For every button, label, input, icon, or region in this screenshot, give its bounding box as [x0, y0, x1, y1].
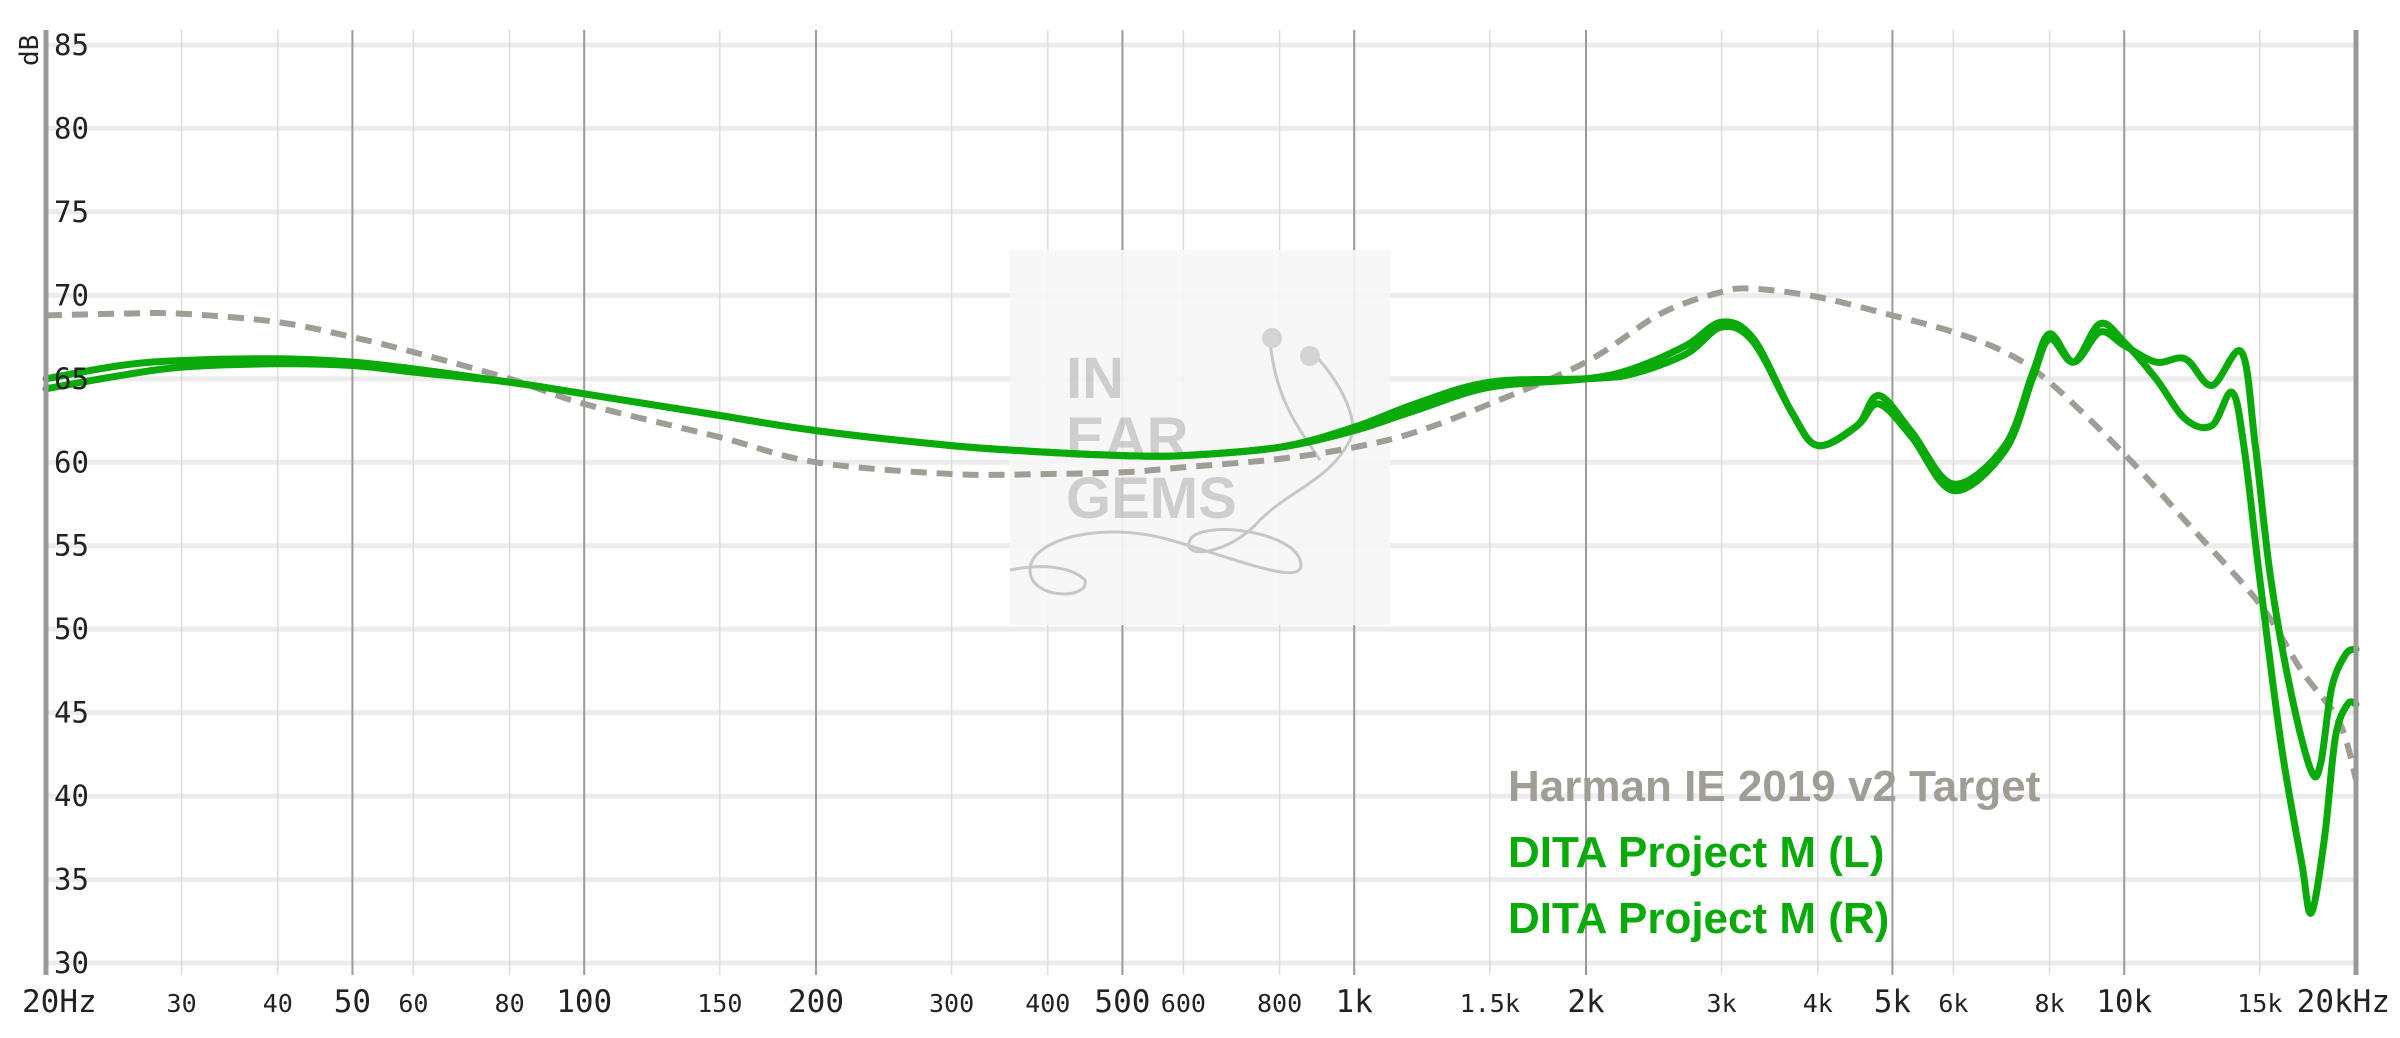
x-tick-label: 300 — [929, 989, 974, 1018]
legend-entry: DITA Project M (R) — [1508, 894, 1889, 943]
x-tick-label: 5k — [1874, 984, 1912, 1020]
x-tick-label: 4k — [1803, 989, 1833, 1018]
legend: Harman IE 2019 v2 Target DITA Project M (… — [1508, 762, 2041, 943]
watermark-earphone-cable — [1009, 339, 1355, 596]
x-tick-label: 1k — [1336, 984, 1374, 1020]
x-tick-label: 600 — [1161, 989, 1206, 1018]
x-tick-label: 1.5k — [1460, 989, 1520, 1018]
x-tick-label: 20kHz — [2297, 984, 2390, 1020]
y-tick-label: 45 — [54, 696, 89, 730]
x-tick-label: 2k — [1567, 984, 1605, 1020]
axes: 30 35 40 45 50 55 60 65 70 75 80 85 dB 20Hz 30 40 50 60 80… — [15, 28, 2390, 1020]
legend-entry: DITA Project M (L) — [1508, 828, 1884, 877]
x-tick-label: 80 — [495, 989, 525, 1018]
y-tick-label: 80 — [54, 111, 89, 145]
y-tick-label: 60 — [54, 445, 89, 479]
x-tick-label: 10k — [2096, 984, 2152, 1020]
y-tick-label: 65 — [54, 362, 89, 396]
x-tick-label: 60 — [398, 989, 428, 1018]
watermark-earbud-right — [1300, 346, 1320, 366]
y-tick-label: 70 — [54, 278, 89, 312]
series-line-1 — [45, 285, 2359, 781]
x-tick-label: 800 — [1257, 989, 1302, 1018]
y-tick-label: 35 — [54, 863, 89, 897]
y-axis-label: dB — [15, 35, 45, 66]
x-tick-label: 400 — [1025, 989, 1070, 1018]
x-tick-label: 3k — [1707, 989, 1737, 1018]
y-tick-label: 75 — [54, 195, 89, 229]
watermark-text-in: IN — [1066, 346, 1124, 411]
y-tick-label: 85 — [54, 28, 89, 62]
x-tick-label: 6k — [1938, 989, 1968, 1018]
series-lines — [42, 285, 2360, 917]
x-tick-label: 50 — [334, 984, 371, 1020]
x-tick-label: 8k — [2035, 989, 2065, 1018]
x-tick-label: 40 — [263, 989, 293, 1018]
y-tick-label: 50 — [54, 612, 89, 646]
x-tick-label: 100 — [556, 984, 612, 1020]
y-tick-label: 55 — [54, 529, 89, 563]
watermark-text-gems: GEMS — [1066, 466, 1237, 531]
series-line-3 — [42, 318, 2360, 917]
watermark-text-ear: EAR — [1066, 406, 1188, 471]
y-tick-label: 40 — [54, 779, 89, 813]
legend-entry: Harman IE 2019 v2 Target — [1508, 762, 2041, 811]
x-tick-label: 150 — [697, 989, 742, 1018]
x-tick-label: 200 — [788, 984, 844, 1020]
x-tick-label: 20Hz — [22, 984, 97, 1020]
x-tick-label: 500 — [1094, 984, 1150, 1020]
x-tick-label: 15k — [2237, 989, 2282, 1018]
watermark-earbud-left — [1262, 328, 1282, 348]
x-tick-label: 30 — [167, 989, 197, 1018]
y-tick-label: 30 — [54, 946, 89, 980]
